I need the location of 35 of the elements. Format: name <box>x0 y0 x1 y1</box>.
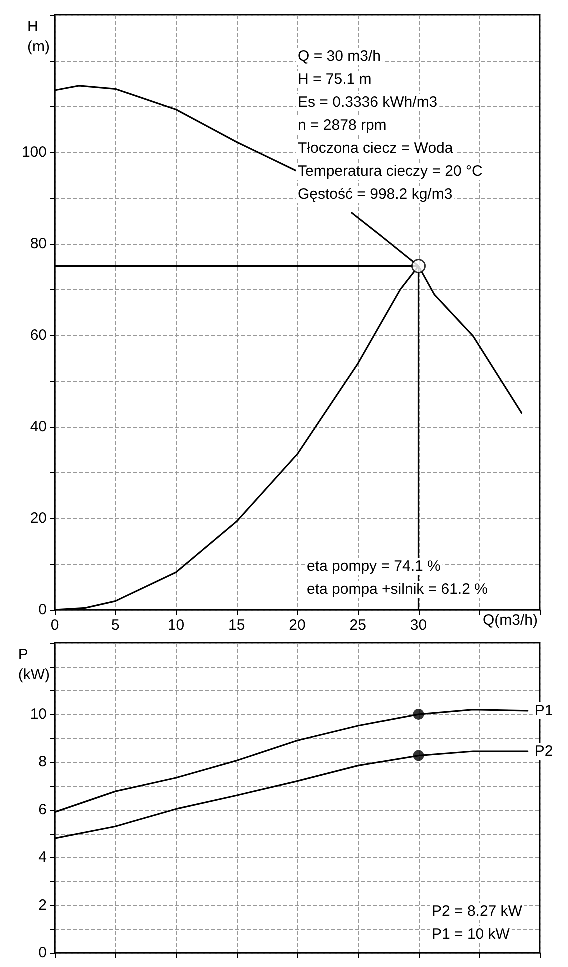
y-axis-title: P (kW) <box>18 646 50 684</box>
y-tick-label: 20 <box>30 510 47 527</box>
x-axis-title: Q(m3/h) <box>482 612 538 629</box>
annotation: H = 75.1 m <box>298 71 372 88</box>
x-tick-label: 0 <box>50 617 60 634</box>
y-tick-label: 40 <box>30 418 47 436</box>
series-label: P2 <box>534 743 554 760</box>
y-tick-label: 4 <box>38 849 47 866</box>
y-tick-label: 0 <box>38 602 47 618</box>
x-tick-label: 25 <box>350 617 366 634</box>
annotation: Es = 0.3336 kWh/m3 <box>298 94 438 111</box>
x-tick-label: 5 <box>111 617 120 634</box>
y-tick-label: 0 <box>38 944 47 962</box>
annotation: Temperatura cieczy = 20 °C <box>298 163 483 180</box>
y-tick-label: 10 <box>30 706 47 724</box>
annotation: n = 2878 rpm <box>298 117 387 134</box>
y-tick-label: 2 <box>38 896 47 914</box>
y-tick-label: 8 <box>38 754 47 771</box>
annotation: P2 = 8.27 kW <box>432 903 524 920</box>
y-tick-label: 60 <box>30 326 47 344</box>
series-label: P1 <box>534 702 554 720</box>
x-tick-label: 15 <box>228 617 246 634</box>
y-tick-label: 6 <box>38 801 47 818</box>
y-tick-label: 100 <box>22 144 47 161</box>
x-tick-label: 30 <box>410 617 428 634</box>
y-tick-label: 80 <box>30 235 47 252</box>
annotation: eta pompa +silnik = 61.2 % <box>307 581 488 598</box>
annotation: P1 = 10 kW <box>432 926 511 943</box>
y-axis-title: H (m) <box>28 18 50 56</box>
annotation: Q = 30 m3/h <box>298 48 381 65</box>
x-tick-label: 10 <box>168 617 185 634</box>
annotation: Tłoczona ciecz = Woda <box>298 140 454 157</box>
x-tick-label: 20 <box>289 617 306 634</box>
annotation: Gęstość = 998.2 kg/m3 <box>298 186 453 203</box>
annotation: eta pompy = 74.1 % <box>307 558 441 575</box>
